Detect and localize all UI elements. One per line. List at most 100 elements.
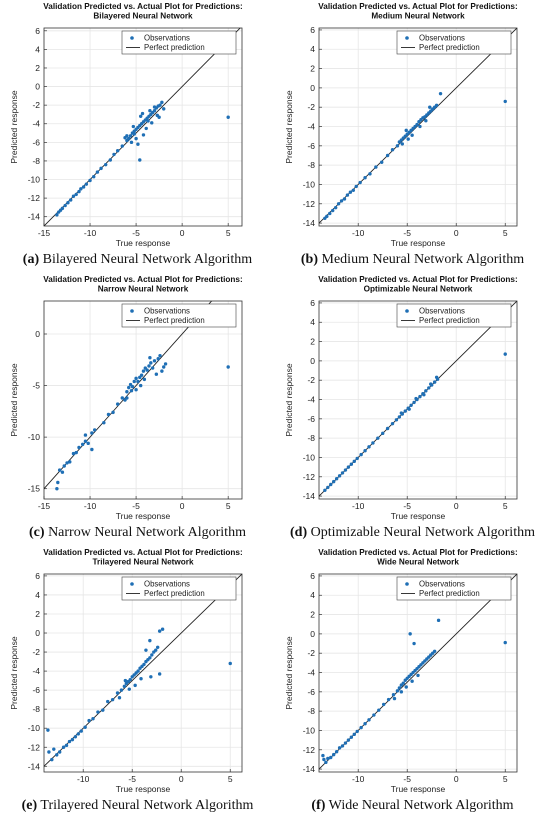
x-tick-label: 5 bbox=[226, 501, 231, 511]
observation-point bbox=[406, 137, 410, 141]
observation-point bbox=[86, 441, 90, 446]
observation-point bbox=[150, 653, 154, 657]
observation-point bbox=[120, 144, 124, 148]
y-axis-label: Predicted response bbox=[284, 636, 294, 710]
observation-point bbox=[106, 699, 110, 704]
observation-point bbox=[334, 477, 339, 481]
y-tick-label: -14 bbox=[28, 212, 41, 222]
observation-point bbox=[80, 442, 85, 447]
caption-text: Medium Neural Network Algorithm bbox=[318, 252, 525, 267]
x-tick-label: -5 bbox=[403, 774, 411, 784]
legend-label-observations: Observations bbox=[144, 34, 190, 43]
observation-point bbox=[129, 389, 134, 393]
y-tick-label: -2 bbox=[307, 102, 315, 112]
chart-title: Validation Predicted vs. Actual Plot for… bbox=[43, 275, 242, 284]
panel-a: Validation Predicted vs. Actual Plot for… bbox=[0, 0, 275, 273]
observation-point bbox=[111, 410, 115, 415]
observation-point bbox=[424, 389, 428, 393]
chart-title: Validation Predicted vs. Actual Plot for… bbox=[43, 548, 242, 557]
caption-letter: (a) bbox=[22, 252, 40, 267]
axes-box bbox=[43, 27, 243, 227]
observation-point bbox=[385, 153, 390, 158]
x-tick-label: -10 bbox=[77, 774, 90, 784]
y-tick-label: -8 bbox=[307, 433, 315, 443]
observation-point bbox=[404, 685, 408, 689]
y-tick-label: 0 bbox=[35, 82, 40, 92]
observation-point bbox=[65, 461, 69, 465]
observation-point bbox=[432, 380, 437, 384]
caption-text: Optimizable Neural Network Algorithm bbox=[307, 525, 535, 540]
legend-label-perfect: Perfect prediction bbox=[419, 43, 480, 52]
y-tick-label: -6 bbox=[307, 687, 315, 697]
observation-point bbox=[68, 460, 72, 464]
caption-a: (a) Bilayered Neural Network Algorithm bbox=[0, 252, 275, 268]
observation-point bbox=[83, 725, 87, 729]
observation-point bbox=[154, 648, 158, 652]
observation-point bbox=[110, 697, 115, 702]
observation-point bbox=[226, 115, 230, 119]
chart-subtitle: Wide Neural Network bbox=[377, 558, 459, 567]
chart-title: Validation Predicted vs. Actual Plot for… bbox=[318, 2, 517, 11]
observation-point bbox=[337, 746, 342, 750]
observation-point bbox=[70, 737, 75, 742]
observation-point bbox=[152, 359, 157, 363]
observation-point bbox=[332, 479, 336, 484]
observation-point bbox=[432, 649, 437, 653]
observation-point bbox=[79, 729, 83, 733]
legend-box bbox=[121, 30, 237, 55]
chart-subtitle: Optimizable Neural Network bbox=[364, 285, 473, 294]
observation-point bbox=[67, 739, 72, 744]
observation-point bbox=[108, 158, 113, 162]
caption-f: (f) Wide Neural Network Algorithm bbox=[275, 798, 550, 814]
observation-point bbox=[414, 396, 418, 401]
observation-point bbox=[407, 407, 411, 411]
observation-point bbox=[84, 182, 89, 186]
y-tick-label: -4 bbox=[307, 668, 315, 678]
observation-point bbox=[352, 732, 356, 737]
y-tick-label: -6 bbox=[32, 685, 40, 695]
observation-point bbox=[160, 100, 164, 105]
observation-point bbox=[130, 384, 135, 389]
observation-point bbox=[363, 176, 367, 180]
observation-point bbox=[136, 669, 140, 673]
observation-point bbox=[134, 136, 138, 141]
y-tick-label: -10 bbox=[28, 432, 41, 442]
observation-point bbox=[149, 675, 153, 679]
chart-title: Validation Predicted vs. Actual Plot for… bbox=[318, 275, 517, 284]
observation-point bbox=[71, 194, 76, 198]
y-tick-label: -10 bbox=[303, 725, 316, 735]
observation-point bbox=[62, 464, 66, 468]
observation-point bbox=[376, 436, 380, 440]
y-tick-label: -10 bbox=[303, 452, 316, 462]
observation-point bbox=[157, 672, 162, 676]
observation-point bbox=[147, 364, 151, 368]
observation-point bbox=[127, 136, 131, 141]
observation-point bbox=[148, 638, 152, 643]
x-tick-label: -10 bbox=[352, 774, 365, 784]
legend-label-perfect: Perfect prediction bbox=[419, 316, 480, 325]
observation-point bbox=[106, 412, 111, 417]
observation-point bbox=[416, 673, 420, 678]
legend-box bbox=[396, 303, 512, 328]
observation-point bbox=[386, 697, 391, 702]
observation-point bbox=[74, 450, 78, 455]
y-tick-label: 0 bbox=[35, 628, 40, 638]
observation-point bbox=[410, 679, 414, 683]
legend-label-observations: Observations bbox=[419, 34, 465, 43]
observation-point bbox=[429, 382, 433, 386]
caption-text: Bilayered Neural Network Algorithm bbox=[39, 252, 253, 267]
observation-point bbox=[400, 142, 405, 146]
x-tick-label: -15 bbox=[38, 501, 51, 511]
x-tick-label: 0 bbox=[179, 774, 184, 784]
axes-box bbox=[318, 300, 518, 500]
panel-c: Validation Predicted vs. Actual Plot for… bbox=[0, 273, 275, 546]
y-tick-label: 4 bbox=[310, 44, 315, 54]
observation-point bbox=[404, 128, 408, 133]
legend-label-perfect: Perfect prediction bbox=[419, 589, 480, 598]
observation-point bbox=[71, 451, 76, 456]
y-tick-label: 6 bbox=[310, 298, 315, 308]
y-tick-label: -4 bbox=[307, 395, 315, 405]
x-tick-label: -5 bbox=[403, 228, 411, 238]
observation-point bbox=[104, 162, 108, 167]
observation-point bbox=[348, 190, 353, 194]
